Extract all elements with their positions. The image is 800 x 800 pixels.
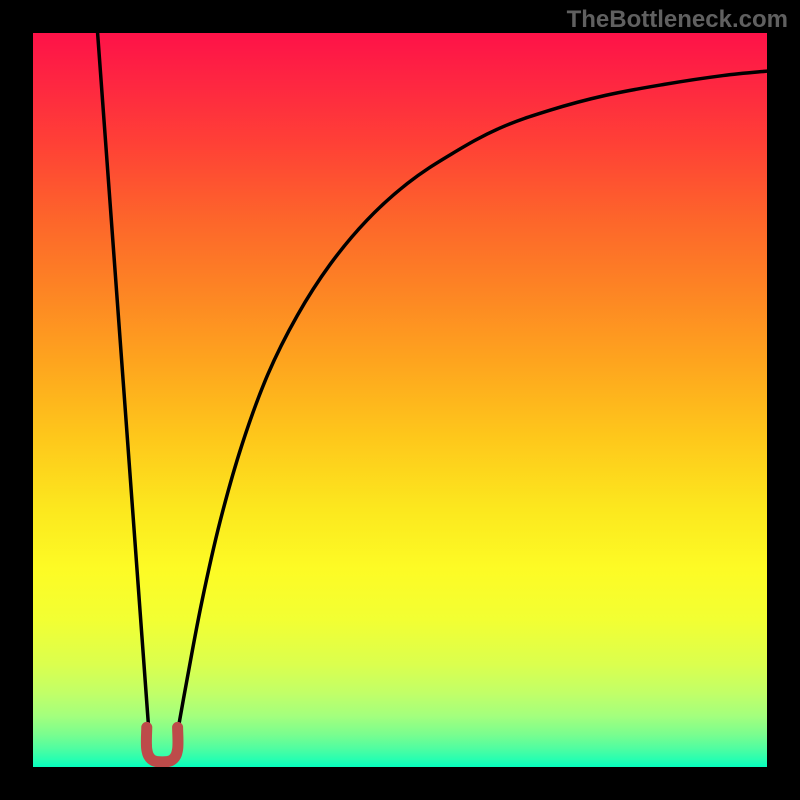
plot-area	[33, 33, 767, 767]
chart-frame: TheBottleneck.com	[0, 0, 800, 800]
watermark-text: TheBottleneck.com	[567, 6, 788, 34]
chart-svg	[33, 33, 767, 767]
